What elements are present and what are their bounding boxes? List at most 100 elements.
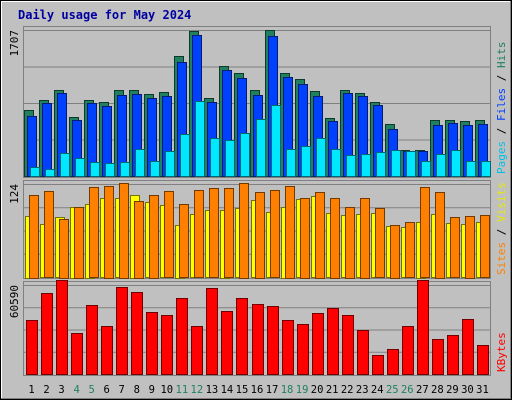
- bar-sites-day-11: [179, 204, 189, 278]
- bar-kbytes-day-22: [342, 315, 354, 375]
- bar-kbytes-day-4: [71, 333, 83, 375]
- bar-sites-day-19: [300, 198, 310, 279]
- bar-pages-day-17: [271, 105, 281, 177]
- bar-pages-day-24: [376, 152, 386, 177]
- day-label-25: 25: [386, 384, 399, 396]
- legend-separator: /: [495, 121, 508, 141]
- day-label-19: 19: [296, 384, 309, 396]
- day-label-3: 3: [58, 384, 64, 396]
- bar-kbytes-day-9: [146, 312, 158, 375]
- bar-pages-day-1: [30, 167, 40, 177]
- legend-hits: Hits: [495, 42, 508, 69]
- day-label-13: 13: [206, 384, 219, 396]
- panel-kbytes: 60590 KBytes: [8, 280, 508, 376]
- bar-pages-day-19: [301, 146, 311, 177]
- panels-layer: 1707 Pages / Files / Hits 124 Sites / Visit…: [8, 26, 508, 376]
- bar-sites-day-12: [194, 190, 204, 278]
- bar-pages-day-15: [240, 133, 250, 177]
- bar-pages-day-8: [135, 149, 145, 177]
- bar-pages-day-31: [481, 161, 491, 177]
- bar-kbytes-day-16: [252, 304, 264, 375]
- side-legend: KBytes: [495, 332, 508, 372]
- day-label-22: 22: [341, 384, 354, 396]
- bar-sites-day-6: [104, 186, 114, 279]
- bar-pages-day-5: [90, 162, 100, 177]
- day-label-24: 24: [371, 384, 384, 396]
- bar-pages-day-4: [75, 158, 85, 177]
- bar-sites-day-9: [149, 195, 159, 279]
- panel-requests: 1707 Pages / Files / Hits: [8, 26, 508, 178]
- bar-sites-day-10: [164, 191, 174, 278]
- bar-kbytes-day-10: [161, 315, 173, 375]
- bar-sites-day-25: [390, 225, 400, 279]
- bar-pages-day-14: [225, 140, 235, 177]
- day-labels: 1 2 3 4 5 6 7 8 9 10 11 12 13 14 15 16 17 18 19 20 21 22 23 24 2…: [28, 384, 488, 396]
- legend-files: Files: [495, 88, 508, 121]
- bar-sites-day-22: [345, 207, 355, 279]
- bar-kbytes-day-29: [447, 335, 459, 375]
- series-pages: [30, 101, 491, 177]
- day-label-27: 27: [416, 384, 429, 396]
- bar-sites-day-1: [29, 195, 39, 279]
- legend-pages: Pages: [495, 141, 508, 174]
- series-sites: [29, 183, 490, 279]
- bar-pages-day-21: [331, 149, 341, 177]
- side-legend: Pages / Files / Hits: [495, 42, 508, 175]
- bar-sites-day-3: [59, 219, 69, 279]
- bar-pages-day-29: [451, 150, 461, 177]
- bar-sites-day-30: [465, 216, 475, 279]
- bar-kbytes-day-7: [116, 287, 128, 375]
- bar-sites-day-17: [270, 190, 280, 278]
- bar-kbytes-day-5: [86, 305, 98, 375]
- bar-files-day-2: [42, 103, 52, 177]
- bar-sites-day-21: [330, 198, 340, 279]
- legend-separator: /: [495, 222, 508, 242]
- bar-kbytes-day-30: [462, 319, 474, 375]
- bar-pages-day-26: [406, 151, 416, 177]
- bar-pages-day-7: [120, 162, 130, 177]
- max-value-label: 124: [8, 184, 21, 204]
- day-label-1: 1: [28, 384, 34, 396]
- bar-kbytes-day-15: [236, 298, 248, 375]
- bar-pages-day-11: [180, 134, 190, 177]
- bar-sites-day-27: [420, 187, 430, 278]
- day-label-17: 17: [266, 384, 279, 396]
- bar-kbytes-day-12: [191, 326, 203, 375]
- bar-pages-day-13: [210, 138, 220, 177]
- legend-kbytes: KBytes: [495, 332, 508, 372]
- bar-pages-day-18: [286, 149, 296, 177]
- day-label-14: 14: [221, 384, 234, 396]
- bar-kbytes-day-13: [206, 288, 218, 375]
- side-legend: Sites / Visits: [495, 182, 508, 275]
- bar-pages-day-27: [421, 161, 431, 177]
- day-label-20: 20: [311, 384, 324, 396]
- bar-sites-day-23: [360, 198, 370, 279]
- bar-kbytes-day-26: [402, 326, 414, 375]
- day-label-7: 7: [119, 384, 125, 396]
- panel-visits: 124 Sites / Visits: [8, 180, 508, 279]
- bar-kbytes-day-17: [267, 306, 279, 375]
- bar-kbytes-day-28: [432, 339, 444, 375]
- day-label-6: 6: [104, 384, 110, 396]
- day-label-5: 5: [88, 384, 94, 396]
- bar-pages-day-10: [165, 151, 175, 177]
- series-kbytes: [26, 280, 489, 375]
- bar-kbytes-day-6: [101, 326, 113, 375]
- bar-kbytes-day-8: [131, 292, 143, 375]
- bar-sites-day-20: [315, 192, 325, 279]
- bar-sites-day-31: [480, 215, 490, 278]
- bar-pages-day-6: [105, 163, 115, 177]
- day-label-15: 15: [236, 384, 249, 396]
- day-label-11: 11: [176, 384, 189, 396]
- bar-kbytes-day-20: [312, 313, 324, 375]
- bar-pages-day-12: [195, 101, 205, 177]
- bar-sites-day-29: [450, 217, 460, 278]
- legend-sites: Sites: [495, 242, 508, 275]
- max-value-label: 60590: [8, 285, 21, 318]
- day-label-9: 9: [149, 384, 155, 396]
- bar-kbytes-day-23: [357, 330, 369, 375]
- day-label-12: 12: [191, 384, 204, 396]
- day-label-26: 26: [401, 384, 414, 396]
